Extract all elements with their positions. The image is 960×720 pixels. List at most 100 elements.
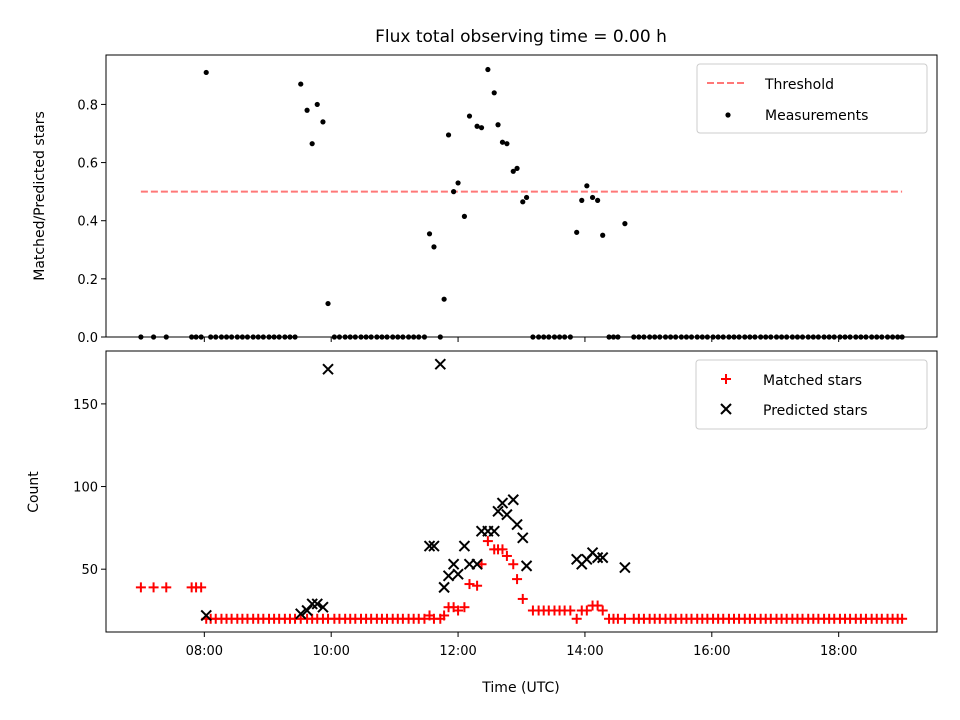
predicted-star-point (322, 363, 334, 375)
measurements-legend-label: Measurements (765, 108, 868, 124)
measurement-point (478, 125, 485, 131)
predicted-star-point (295, 608, 307, 620)
measurement-point (304, 107, 310, 113)
measurement-point (461, 213, 468, 219)
matched-star-point (472, 580, 483, 591)
bottom-y-tick-label: 100 (73, 481, 98, 496)
measurement-point (309, 141, 315, 147)
matched-star-point (439, 610, 450, 621)
predicted-star-point (452, 568, 464, 580)
measurement-point (510, 168, 516, 174)
measurement-point (320, 119, 326, 125)
top-y-tick-label: 0.2 (77, 273, 98, 288)
top-y-axis: 0.0 0.2 0.4 0.6 0.8 (77, 98, 106, 346)
measurement-point (441, 296, 447, 302)
measurement-point (495, 122, 501, 128)
measurement-point (298, 81, 304, 87)
bottom-legend: Matched stars Predicted stars (695, 359, 928, 430)
predicted-star-point (438, 581, 450, 594)
predicted-star-point (517, 532, 529, 544)
predicted-star-point (200, 609, 212, 622)
predicted-star-point (596, 551, 609, 564)
matched-legend-marker (721, 374, 731, 384)
measurement-point (579, 197, 585, 203)
predicted-star-point (492, 505, 504, 518)
predicted-star-point (428, 540, 440, 552)
measurement-point (314, 101, 320, 108)
bottom-y-tick-label: 150 (73, 398, 98, 413)
predicted-star-point (458, 540, 471, 552)
measurement-point (622, 221, 628, 227)
measurement-point (574, 229, 580, 235)
bottom-y-tick-label: 50 (81, 563, 98, 578)
predicted-star-point (591, 551, 604, 564)
matched-star-point (161, 582, 172, 593)
measurement-point (504, 141, 510, 147)
bottom-axes-frame (105, 350, 938, 633)
matched-star-point (135, 582, 146, 593)
measurement-point (485, 66, 491, 73)
bottom-x-axis: 08:00 10:00 12:00 14:00 16:00 18:00 (186, 632, 857, 659)
predicted-star-point (507, 494, 519, 506)
bottom-y-axis: 50 100 150 (73, 398, 106, 578)
matched-star-point (517, 593, 528, 604)
predicted-star-point (447, 558, 460, 570)
measurement-point (455, 180, 461, 186)
bottom-x-tick-label: 12:00 (439, 644, 476, 659)
measurement-point (431, 244, 437, 250)
matched-star-point (581, 605, 592, 616)
top-panel: Flux total observing time = 0.00 h Match… (32, 27, 938, 346)
measurement-point (600, 232, 606, 238)
predicted-star-point (501, 508, 513, 521)
predicted-star-point (434, 358, 447, 370)
measurement-point (584, 183, 590, 189)
matched-star-point (482, 536, 493, 547)
predicted-star-point (471, 558, 483, 570)
top-y-tick-label: 0.6 (77, 157, 98, 172)
bottom-x-tick-label: 10:00 (312, 644, 349, 659)
top-axes-frame (105, 54, 938, 338)
predicted-star-point (488, 525, 500, 537)
bottom-plot-area (135, 358, 908, 624)
matched-star-point (497, 544, 508, 555)
top-y-tick-label: 0.4 (77, 215, 98, 230)
bottom-x-tick-label: 14:00 (566, 644, 603, 659)
bottom-x-axis-label: Time (UTC) (481, 680, 559, 696)
predicted-star-point (301, 604, 313, 617)
matched-star-point (597, 605, 608, 616)
bottom-ylabel-group: Count (26, 471, 42, 513)
predicted-star-point (306, 598, 318, 610)
measurement-point (491, 90, 497, 96)
measurement-point (523, 194, 530, 201)
measurement-point (589, 194, 596, 201)
bottom-x-tick-label: 18:00 (820, 644, 857, 659)
predicted-legend-label: Predicted stars (763, 403, 868, 419)
measurement-point (514, 165, 520, 171)
measurement-point (325, 300, 331, 307)
top-ylabel-group: Matched/Predicted stars (32, 111, 48, 281)
predicted-star-point (423, 540, 436, 552)
bottom-x-tick-label: 08:00 (186, 644, 223, 659)
matched-star-point (565, 605, 576, 616)
threshold-legend-label: Threshold (764, 77, 834, 93)
measurement-point (595, 197, 601, 203)
top-y-axis-label: Matched/Predicted stars (32, 111, 48, 281)
matched-star-point (571, 613, 582, 624)
top-x-axis (203, 337, 840, 342)
bottom-legend-box (695, 359, 928, 430)
measurements-legend-marker (725, 112, 731, 118)
matched-star-point (419, 613, 430, 624)
measurement-point (520, 199, 526, 205)
matched-star-point (459, 602, 470, 613)
matched-legend-label: Matched stars (763, 373, 862, 389)
top-legend: Threshold Measurements (696, 63, 928, 134)
measurement-point (474, 123, 480, 129)
predicted-star-point (511, 518, 523, 531)
matched-star-point (619, 613, 630, 624)
top-y-tick-label: 0.8 (77, 98, 98, 113)
measurement-point (426, 231, 433, 237)
matched-star-point (592, 600, 603, 611)
matched-star-point (464, 579, 475, 590)
measurement-point (445, 132, 452, 138)
